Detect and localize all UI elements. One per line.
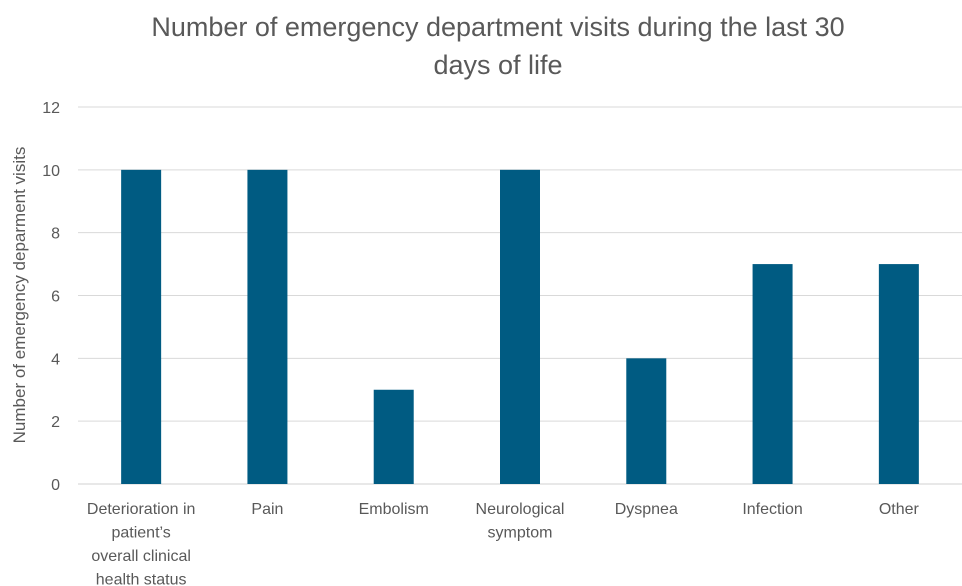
y-tick-label: 0: [51, 477, 60, 494]
x-tick-label: Infection: [742, 501, 802, 518]
x-tick-labels: Deterioration in patient’s overall clinica…: [87, 501, 920, 586]
x-tick-label: Other: [879, 501, 920, 518]
bar: [752, 264, 793, 484]
bar: [500, 169, 540, 485]
x-tick-label: Deterioration in patient’s overall clinica…: [87, 501, 196, 586]
bar: [626, 358, 667, 484]
y-tick-label: 8: [51, 226, 60, 243]
chart-title: Number of emergency department visits du…: [0, 8, 962, 84]
bar: [121, 169, 162, 485]
chart-title-line-2: days of life: [433, 50, 563, 80]
bar: [247, 169, 288, 485]
bars: [121, 169, 919, 485]
y-tick-labels: 0 2 4 6 8 10 12: [42, 100, 60, 494]
x-tick-label: Dyspnea: [615, 501, 678, 518]
y-axis-label: Number of emergency deparment visits: [10, 147, 29, 444]
x-tick-label: Pain: [251, 501, 283, 518]
y-tick-label: 4: [51, 351, 60, 368]
x-tick-label: Embolism: [359, 501, 429, 518]
chart-title-line-1: Number of emergency department visits du…: [151, 12, 845, 42]
y-tick-label: 6: [51, 289, 60, 306]
y-tick-label: 2: [51, 414, 60, 431]
x-tick-label: Neurological symptom: [476, 501, 565, 542]
y-tick-label: 12: [42, 100, 60, 117]
bar: [878, 264, 919, 484]
y-tick-label: 10: [42, 163, 60, 180]
bar: [373, 389, 414, 484]
